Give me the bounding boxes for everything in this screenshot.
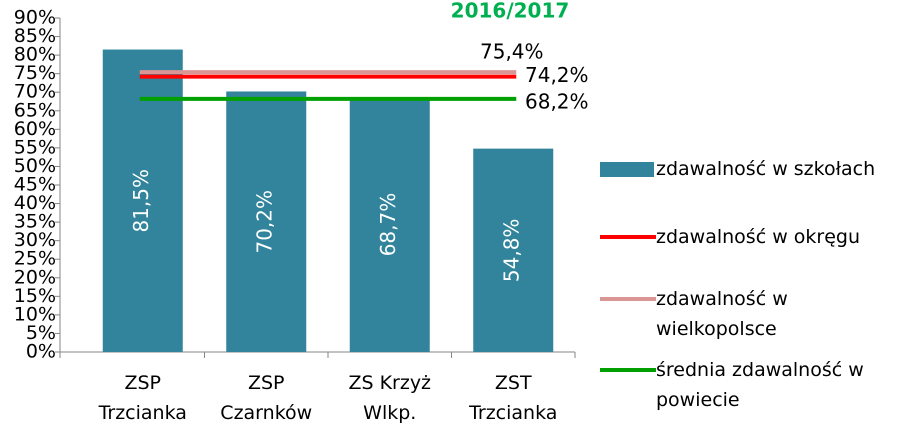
legend-swatch bbox=[600, 235, 656, 239]
legend-key bbox=[600, 284, 656, 314]
reference-line-label: 75,4% bbox=[480, 40, 544, 64]
legend-label: zdawalność w okręgu bbox=[656, 226, 860, 248]
y-tick-label: 65% bbox=[14, 99, 56, 121]
bar-value-label: 68,7% bbox=[376, 193, 400, 257]
x-tick-label: ZS Krzyż Wlkp. bbox=[348, 372, 432, 424]
legend-label: zdawalność w szkołach bbox=[656, 158, 876, 180]
legend-swatch bbox=[600, 297, 656, 301]
y-tick-label: 90% bbox=[14, 7, 56, 29]
legend-key bbox=[600, 355, 656, 385]
chart-title: 2016/2017 bbox=[451, 0, 570, 23]
bar-value-label: 54,8% bbox=[500, 219, 524, 283]
legend-item: zdawalność w wielkopolsce bbox=[600, 284, 900, 344]
y-tick-label: 25% bbox=[14, 248, 56, 270]
x-tick-label: ZST Trzcianka bbox=[469, 372, 558, 424]
reference-line-label: 68,2% bbox=[525, 89, 589, 113]
y-tick-label: 35% bbox=[14, 211, 56, 233]
x-tick-label: ZSP Trzcianka bbox=[98, 372, 187, 424]
y-tick-label: 60% bbox=[14, 118, 56, 140]
y-tick-label: 85% bbox=[14, 25, 56, 47]
bar-value-label: 70,2% bbox=[253, 190, 277, 254]
y-tick-label: 40% bbox=[14, 192, 56, 214]
legend-swatch bbox=[600, 162, 654, 177]
y-tick-label: 15% bbox=[14, 285, 56, 307]
y-tick-label: 10% bbox=[14, 303, 56, 325]
y-tick-label: 5% bbox=[26, 322, 56, 344]
reference-line-label: 74,2% bbox=[525, 63, 589, 87]
y-tick-label: 80% bbox=[14, 44, 56, 66]
legend-item: zdawalność w szkołach bbox=[600, 154, 900, 184]
bar bbox=[349, 97, 430, 353]
y-tick-label: 70% bbox=[14, 81, 56, 103]
y-tick-label: 30% bbox=[14, 229, 56, 251]
y-tick-label: 75% bbox=[14, 62, 56, 84]
legend-key bbox=[600, 154, 656, 184]
legend-swatch bbox=[600, 368, 656, 372]
y-tick-label: 50% bbox=[14, 155, 56, 177]
bar-value-label: 81,5% bbox=[129, 169, 153, 233]
y-tick-label: 45% bbox=[14, 174, 56, 196]
y-tick-label: 0% bbox=[26, 341, 56, 363]
x-tick-label: ZSP Czarnków bbox=[220, 372, 313, 424]
bar bbox=[473, 148, 554, 352]
legend-item: zdawalność w okręgu bbox=[600, 222, 900, 252]
y-tick-label: 20% bbox=[14, 266, 56, 288]
y-tick-label: 55% bbox=[14, 136, 56, 158]
bar bbox=[226, 91, 307, 352]
legend-key bbox=[600, 222, 656, 252]
legend-label: zdawalność w wielkopolsce bbox=[656, 288, 788, 340]
legend-item: średnia zdawalność w powiecie bbox=[600, 355, 900, 415]
legend-label: średnia zdawalność w powiecie bbox=[656, 359, 864, 411]
